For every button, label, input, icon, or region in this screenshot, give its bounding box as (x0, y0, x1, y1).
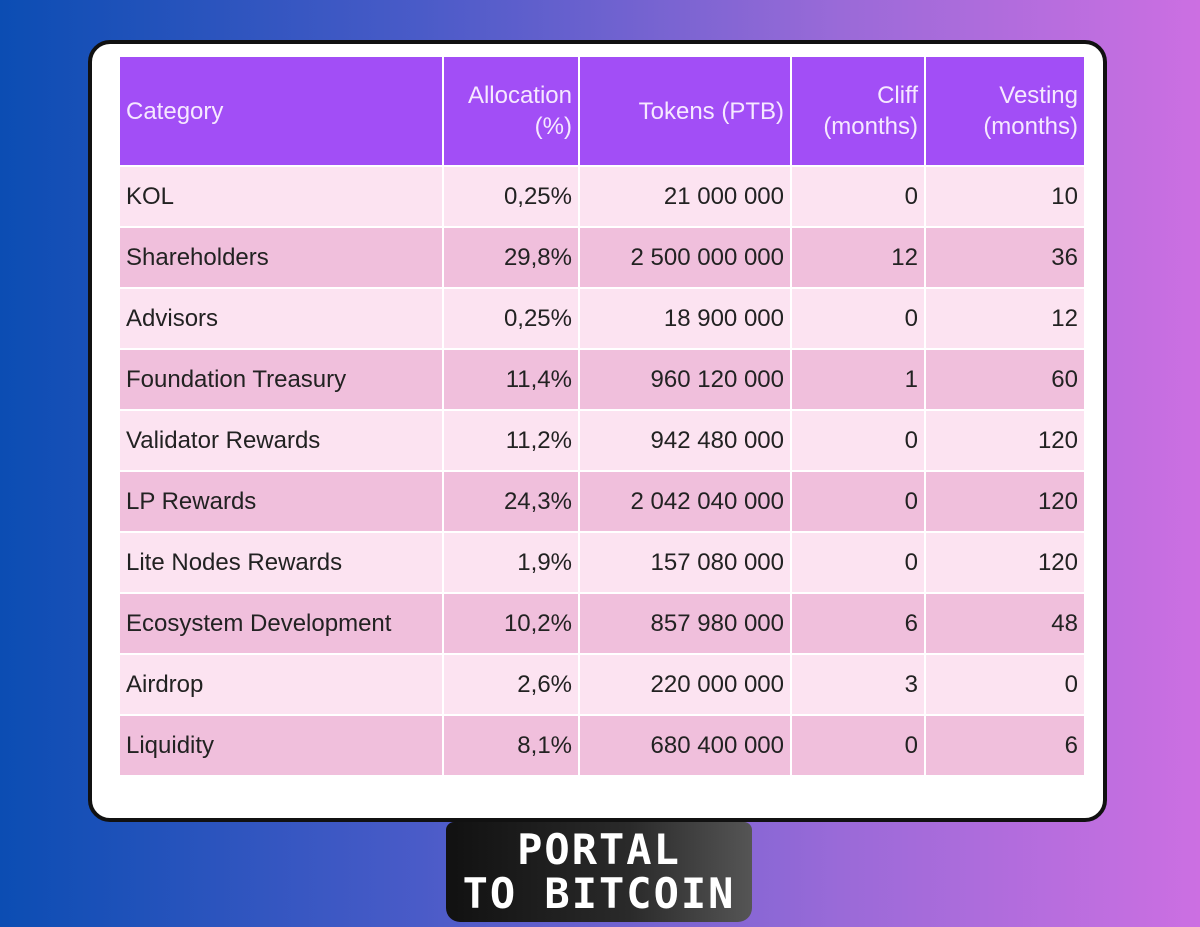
table-cell: Airdrop (118, 653, 444, 716)
table-row: KOL 0,25% 21 000 000 0 10 (118, 165, 1086, 228)
table-cell: 36 (924, 226, 1086, 289)
table-row: Airdrop 2,6% 220 000 000 3 0 (118, 653, 1086, 716)
table-cell: 2,6% (442, 653, 580, 716)
table-cell: 18 900 000 (578, 287, 792, 350)
table-cell: 6 (924, 714, 1086, 777)
header-row: Category Allocation (%) Tokens (PTB) Cliff … (118, 55, 1086, 167)
table-cell: 960 120 000 (578, 348, 792, 411)
table-cell: 220 000 000 (578, 653, 792, 716)
header-cell: Vesting (months) (924, 55, 1086, 167)
table-cell: 0 (790, 470, 926, 533)
table-cell: 12 (924, 287, 1086, 350)
table-cell: 3 (790, 653, 926, 716)
table-cell: 10,2% (442, 592, 580, 655)
table-cell: 157 080 000 (578, 531, 792, 594)
table-cell: 12 (790, 226, 926, 289)
table-head: Category Allocation (%) Tokens (PTB) Cliff … (118, 55, 1086, 167)
header-cell: Category (118, 55, 444, 167)
table-row: Foundation Treasury 11,4% 960 120 000 1 60 (118, 348, 1086, 411)
table-cell: Foundation Treasury (118, 348, 444, 411)
table-cell: 1,9% (442, 531, 580, 594)
table-cell: LP Rewards (118, 470, 444, 533)
table-cell: 10 (924, 165, 1086, 228)
table-row: Advisors 0,25% 18 900 000 0 12 (118, 287, 1086, 350)
table-row: Liquidity 8,1% 680 400 000 0 6 (118, 714, 1086, 777)
table-cell: 120 (924, 531, 1086, 594)
table-cell: Ecosystem Development (118, 592, 444, 655)
table-cell: 2 042 040 000 (578, 470, 792, 533)
table-cell: 120 (924, 409, 1086, 472)
table-cell: 0 (790, 714, 926, 777)
table-cell: 24,3% (442, 470, 580, 533)
table-row: LP Rewards 24,3% 2 042 040 000 0 120 (118, 470, 1086, 533)
table-cell: 0 (924, 653, 1086, 716)
table-cell: 11,2% (442, 409, 580, 472)
table-cell: 0,25% (442, 287, 580, 350)
table-cell: 60 (924, 348, 1086, 411)
table-cell: Liquidity (118, 714, 444, 777)
table-cell: 0 (790, 165, 926, 228)
table-cell: 2 500 000 000 (578, 226, 792, 289)
table-cell: KOL (118, 165, 444, 228)
table-cell: 6 (790, 592, 926, 655)
table-cell: 0 (790, 531, 926, 594)
table-row: Ecosystem Development 10,2% 857 980 000 6 48 (118, 592, 1086, 655)
table-cell: 942 480 000 (578, 409, 792, 472)
table-cell: 1 (790, 348, 926, 411)
header-cell: Cliff (months) (790, 55, 926, 167)
table-cell: 29,8% (442, 226, 580, 289)
table-cell: 11,4% (442, 348, 580, 411)
table-cell: 680 400 000 (578, 714, 792, 777)
card: Category Allocation (%) Tokens (PTB) Cliff … (88, 40, 1107, 822)
logo-line: TO BITCOIN (462, 869, 736, 918)
table-cell: 48 (924, 592, 1086, 655)
table-cell: Shareholders (118, 226, 444, 289)
logo: PORTAL TO BITCOIN (446, 822, 752, 922)
table-cell: Validator Rewards (118, 409, 444, 472)
table-cell: 8,1% (442, 714, 580, 777)
table-cell: 0,25% (442, 165, 580, 228)
table-cell: 21 000 000 (578, 165, 792, 228)
table-cell: Lite Nodes Rewards (118, 531, 444, 594)
logo-line: PORTAL (517, 825, 681, 874)
table-cell: 0 (790, 287, 926, 350)
token-table: Category Allocation (%) Tokens (PTB) Cliff … (118, 55, 1086, 777)
table-cell: 857 980 000 (578, 592, 792, 655)
table-row: Validator Rewards 11,2% 942 480 000 0 120 (118, 409, 1086, 472)
table-cell: 0 (790, 409, 926, 472)
table-body: KOL 0,25% 21 000 000 0 10 Shareholders 29,8% 2 … (118, 165, 1086, 777)
table-row: Lite Nodes Rewards 1,9% 157 080 000 0 120 (118, 531, 1086, 594)
table-cell: Advisors (118, 287, 444, 350)
header-cell: Tokens (PTB) (578, 55, 792, 167)
table-row: Shareholders 29,8% 2 500 000 000 12 36 (118, 226, 1086, 289)
header-cell: Allocation (%) (442, 55, 580, 167)
table-cell: 120 (924, 470, 1086, 533)
